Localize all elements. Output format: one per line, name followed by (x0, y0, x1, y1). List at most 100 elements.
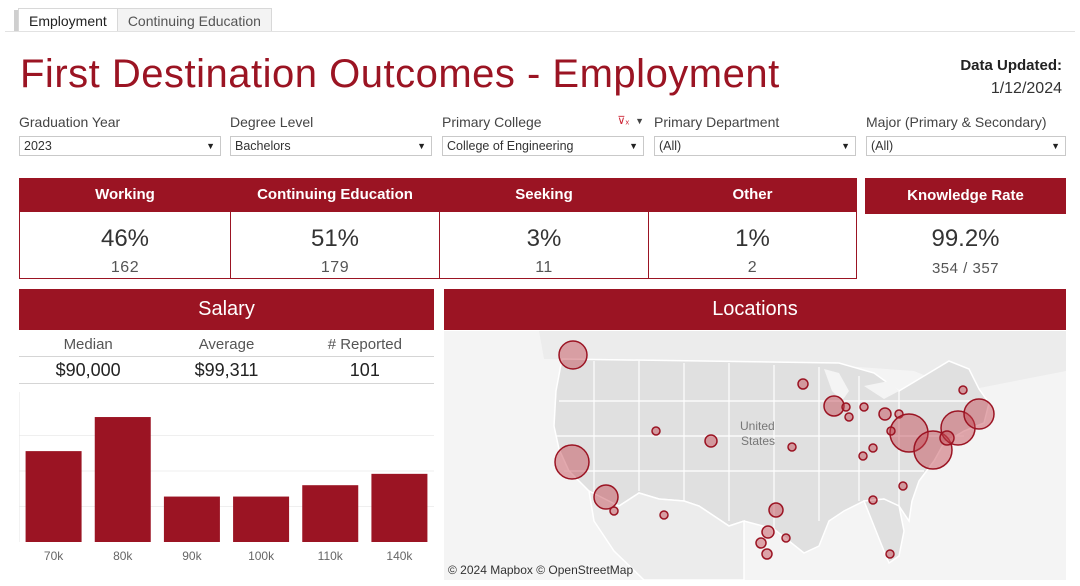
location-bubble[interactable] (868, 443, 878, 453)
clear-filter-icon[interactable]: ⊽ₓ (617, 115, 630, 127)
primary-department-select[interactable]: (All) ▼ (654, 136, 856, 156)
major-select[interactable]: (All) ▼ (866, 136, 1066, 156)
location-bubble[interactable] (878, 407, 892, 421)
filter-graduation-year: Graduation Year 2023 ▼ (19, 114, 221, 156)
median-value: $90,000 (55, 360, 121, 380)
location-bubble[interactable] (886, 426, 896, 436)
filter-label: Degree Level (230, 114, 314, 130)
filter-primary-college: Primary College ⊽ₓ ▼ College of Engineeri… (442, 114, 644, 156)
location-bubble[interactable] (761, 525, 775, 539)
location-bubble[interactable] (797, 378, 809, 390)
tab-employment[interactable]: Employment (18, 8, 118, 32)
location-bubble[interactable] (858, 451, 868, 461)
salary-header: Salary (19, 289, 434, 330)
kpi-count: 162 (110, 259, 140, 276)
x-tick-label: 140k (386, 549, 413, 563)
salary-bar-140k[interactable] (371, 473, 428, 542)
location-bubble[interactable] (651, 426, 661, 436)
filter-label: Primary Department (654, 114, 780, 130)
knowledge-rate-count: 354 / 357 (931, 260, 1000, 277)
location-bubble[interactable] (558, 340, 588, 370)
kpi-count: 2 (747, 259, 758, 276)
reported-label: # Reported (327, 336, 402, 353)
location-bubble[interactable] (609, 506, 619, 516)
filter-label: Major (Primary & Secondary) (866, 114, 1047, 130)
select-value: (All) (659, 139, 682, 153)
location-bubble[interactable] (554, 444, 590, 480)
location-bubble[interactable] (844, 412, 854, 422)
kpi-label: Working (20, 178, 230, 212)
location-bubble[interactable] (823, 395, 845, 417)
tab-continuing-education[interactable]: Continuing Education (116, 8, 272, 32)
caret-down-icon: ▼ (841, 141, 850, 151)
caret-down-icon: ▼ (417, 141, 426, 151)
x-tick-label: 100k (248, 549, 275, 563)
location-bubble[interactable] (889, 413, 929, 453)
location-bubble[interactable] (898, 481, 908, 491)
location-bubble[interactable] (659, 510, 669, 520)
kpi-count: 179 (320, 259, 350, 276)
locations-header: Locations (444, 289, 1066, 330)
kpi-percent: 1% (735, 225, 770, 252)
kpi-continuing-education: Continuing Education 51% 179 (230, 178, 439, 278)
tab-active-indicator (14, 10, 18, 32)
caret-down-icon: ▼ (629, 141, 638, 151)
degree-level-select[interactable]: Bachelors ▼ (230, 136, 432, 156)
outcome-kpis: Working 46% 162 Continuing Education 51%… (19, 178, 857, 279)
country-label: States (741, 434, 775, 448)
filter-icons: ⊽ₓ ▼ (617, 114, 644, 127)
location-bubble[interactable] (868, 495, 878, 505)
location-bubble[interactable] (913, 430, 953, 470)
kpi-percent: 46% (100, 225, 150, 252)
location-bubble[interactable] (841, 402, 851, 412)
filter-degree-level: Degree Level Bachelors ▼ (230, 114, 432, 156)
florida-region (862, 498, 905, 565)
location-bubble[interactable] (761, 548, 773, 560)
location-bubble[interactable] (885, 549, 895, 559)
filter-menu-icon[interactable]: ▼ (635, 116, 644, 126)
location-bubble[interactable] (755, 537, 767, 549)
data-updated: Data Updated: 1/12/2024 (960, 57, 1062, 98)
location-bubble[interactable] (593, 484, 619, 510)
location-bubble[interactable] (939, 430, 955, 446)
location-bubble[interactable] (859, 402, 869, 412)
average-label: Average (198, 336, 255, 353)
knowledge-rate-percent: 99.2% (931, 225, 1000, 252)
reported-value: 101 (349, 360, 380, 380)
caret-down-icon: ▼ (1051, 141, 1060, 151)
location-bubble[interactable] (963, 398, 995, 430)
select-value: 2023 (24, 139, 52, 153)
salary-bar-90k[interactable] (163, 496, 220, 542)
map-credit: © 2024 Mapbox © OpenStreetMap (448, 563, 634, 577)
data-updated-value: 1/12/2024 (990, 80, 1062, 97)
salary-bar-chart: 70k 80k 90k 100k 110k 140k (19, 392, 434, 563)
knowledge-rate: Knowledge Rate 99.2% 354 / 357 (865, 178, 1066, 279)
kpi-label: Other (649, 178, 856, 212)
salary-bar-100k[interactable] (233, 496, 290, 542)
country-label: United (740, 419, 775, 433)
location-bubble[interactable] (781, 533, 791, 543)
kpi-label: Continuing Education (231, 178, 439, 212)
location-bubble[interactable] (787, 442, 797, 452)
location-bubbles (554, 340, 995, 560)
kpi-count: 11 (535, 259, 553, 276)
data-updated-label: Data Updated: (960, 57, 1062, 74)
x-tick-label: 110k (318, 549, 344, 563)
kpi-seeking: Seeking 3% 11 (439, 178, 648, 278)
select-value: College of Engineering (447, 139, 574, 153)
location-bubble[interactable] (958, 385, 968, 395)
location-bubble[interactable] (768, 502, 784, 518)
salary-bar-70k[interactable] (25, 451, 82, 542)
kpi-other: Other 1% 2 (648, 178, 856, 278)
salary-bar-80k[interactable] (94, 417, 151, 542)
kpi-percent: 3% (526, 225, 562, 252)
locations-map[interactable]: United States © 2024 Mapbox © OpenStreet… (444, 331, 1066, 580)
graduation-year-select[interactable]: 2023 ▼ (19, 136, 221, 156)
salary-bar-110k[interactable] (302, 485, 359, 542)
us-map: United States (539, 331, 1066, 580)
x-tick-label: 70k (44, 549, 64, 563)
filter-label: Graduation Year (19, 114, 121, 130)
location-bubble[interactable] (704, 434, 718, 448)
primary-college-select[interactable]: College of Engineering ▼ (442, 136, 644, 156)
lake-michigan (824, 369, 849, 401)
